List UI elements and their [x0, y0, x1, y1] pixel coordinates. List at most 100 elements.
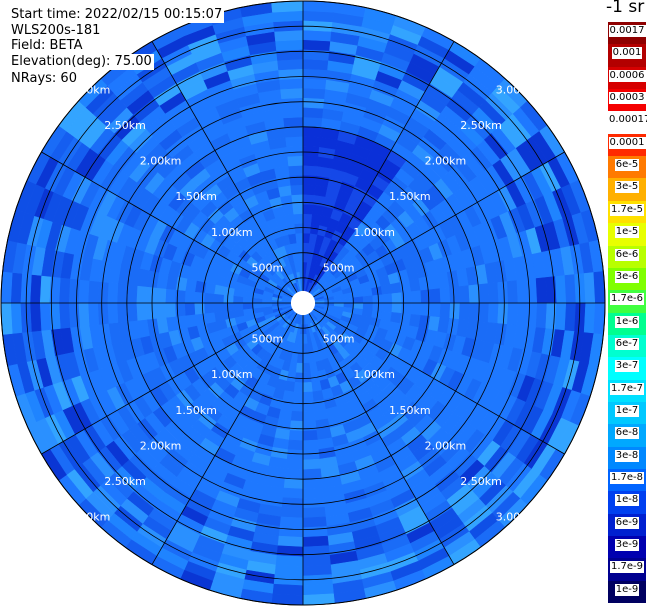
range-gate-cell: [97, 302, 109, 325]
range-gate-cell: [282, 107, 304, 119]
range-gate-cell: [29, 302, 42, 332]
azimuth-spokes: [1, 1, 605, 605]
colorbar-tick: 1.7e-5: [608, 200, 646, 224]
range-gate-cell: [280, 87, 304, 100]
range-gate-cell: [290, 410, 304, 422]
range-label: 2.50km: [460, 475, 502, 488]
colorbar-tick: 1e-6: [608, 312, 646, 336]
range-gate-cell: [281, 97, 304, 109]
range-gate-cell: [290, 184, 304, 196]
range-label: 1.50km: [389, 190, 431, 203]
range-gate-cell: [281, 497, 304, 509]
range-gate-cell: [203, 302, 215, 314]
range-gate-cell: [420, 289, 432, 304]
range-gate-cell: [526, 278, 538, 304]
range-gate-cell: [297, 251, 304, 263]
range-gate-cell: [302, 516, 327, 528]
range-gate-cell: [302, 372, 312, 383]
range-gate-cell: [293, 213, 304, 224]
elevation: Elevation(deg): 75.00: [11, 54, 154, 70]
range-gate-cell: [458, 302, 470, 321]
range-gate-cell: [302, 87, 326, 100]
range-gate-cell: [289, 174, 304, 186]
range-gate-cell: [526, 302, 538, 328]
range-label: 3.00km: [496, 511, 538, 524]
azimuth-spoke: [41, 308, 293, 455]
range-gate-cell: [535, 302, 548, 329]
range-gate-cell: [302, 555, 331, 567]
range-gate-cell: [302, 382, 313, 393]
range-gate-cell: [302, 343, 309, 355]
range-gate-cell: [278, 68, 304, 80]
range-gate-cell: [302, 213, 313, 224]
range-gate-cell: [302, 39, 331, 51]
azimuth-spoke: [151, 41, 298, 293]
range-gate-cell: [289, 420, 304, 432]
range-gate-cell: [292, 203, 304, 215]
range-gate-cell: [174, 302, 186, 317]
colorbar-tick: 3e-6: [608, 267, 646, 291]
range-gate-cell: [10, 302, 23, 334]
range-gate-cell: [39, 275, 51, 304]
range-label: 1.50km: [175, 190, 217, 203]
range-gate-cell: [302, 10, 334, 23]
range-label: 2.00km: [425, 155, 467, 168]
range-gate-cell: [278, 526, 304, 538]
range-label: 2.00km: [425, 439, 467, 452]
range-gate-cell: [272, 583, 304, 596]
range-label: 1.50km: [175, 404, 217, 417]
range-gate-cell: [284, 126, 304, 138]
range-gate-cell: [583, 272, 596, 304]
range-gate-cell: [302, 410, 316, 422]
range-gate-cell: [564, 302, 577, 332]
range-gate-cell: [382, 293, 393, 304]
range-gate-cell: [87, 302, 100, 326]
range-gate-cell: [184, 302, 196, 316]
range-gate-cell: [284, 468, 304, 480]
range-gate-cell: [311, 380, 322, 393]
range-gate-cell: [78, 279, 90, 304]
range-gate-cell: [302, 478, 323, 490]
colorbar-title: -1 sr: [606, 0, 645, 17]
colorbar-tick: 1e-5: [608, 223, 646, 246]
range-gate-cell: [274, 564, 304, 577]
range-label: 1.00km: [353, 368, 395, 381]
range-gate-cell: [279, 78, 304, 90]
range-gate-cell: [302, 439, 319, 451]
range-gate-cell: [251, 302, 263, 309]
colorbar-tick: 1e-8: [608, 491, 646, 515]
range-gate-cell: [410, 302, 422, 316]
range-gate-cell: [283, 116, 304, 128]
range-gate-cell: [203, 292, 215, 304]
range-gate-cell: [516, 279, 528, 304]
azimuth-spoke: [308, 313, 455, 565]
range-gate-cell: [302, 430, 318, 441]
range-label: 1.50km: [389, 404, 431, 417]
colorbar-tick: 1e-7: [608, 401, 646, 425]
range-label: 1.00km: [353, 226, 395, 239]
range-gate-cell: [295, 232, 304, 244]
range-gate-cell: [272, 10, 304, 23]
range-gate-cell: [302, 362, 311, 374]
range-gate-cell: [516, 302, 528, 327]
range-label: 2.00km: [140, 155, 182, 168]
range-gate-cell: [126, 302, 138, 322]
range-gate-cell: [468, 284, 480, 304]
range-gate-cell: [391, 302, 403, 314]
range-gate-cell: [497, 281, 509, 304]
range-gate-cell: [302, 458, 321, 470]
range-gate-cell: [430, 302, 441, 318]
range-gate-cell: [58, 277, 71, 304]
range-label: 3.00km: [69, 84, 111, 97]
colorbar-tick: 6e-6: [608, 245, 646, 269]
azimuth-spoke: [313, 151, 565, 298]
range-gate-cell: [372, 302, 383, 312]
range-gate-cell: [87, 280, 100, 304]
range-gate-cell: [382, 302, 393, 313]
range-gate-cell: [302, 97, 325, 109]
colorbar-tick: 3e-8: [608, 446, 646, 470]
start-time: Start time: 2022/02/15 00:15:07: [11, 7, 225, 23]
range-gate-cell: [564, 274, 577, 304]
range-label: 2.50km: [104, 119, 146, 132]
colorbar-tick: 3e-5: [608, 178, 646, 202]
